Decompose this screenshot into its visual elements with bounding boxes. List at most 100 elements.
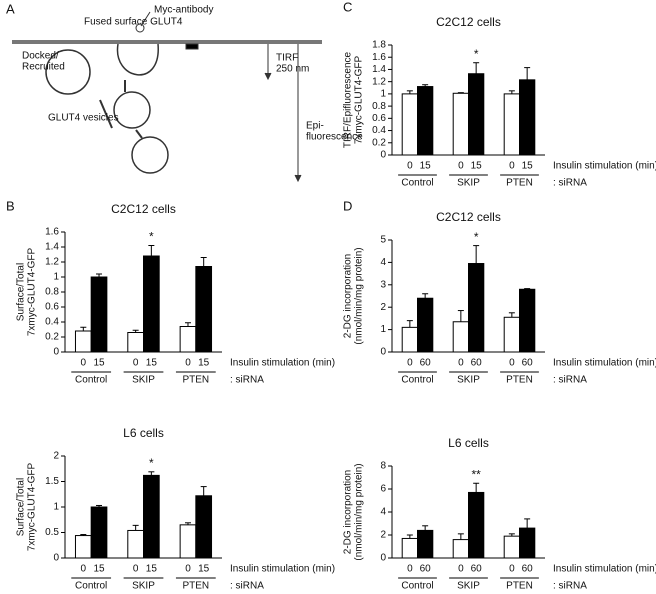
bar <box>74 535 92 559</box>
arrow <box>99 99 113 129</box>
panel-letter: C <box>343 0 352 14</box>
x-tick-label: 0 <box>509 161 515 172</box>
vesicle <box>131 136 169 174</box>
label: 250 nm <box>276 64 309 75</box>
y-tick-label: 4 <box>380 257 386 268</box>
x-axis-label: Insulin stimulation (min) <box>230 358 335 369</box>
y-tick-label: 0.8 <box>372 101 386 112</box>
bar <box>195 266 213 353</box>
x-tick-label: 0 <box>133 564 139 575</box>
bar <box>468 73 485 156</box>
group-label: SKIP <box>132 375 155 386</box>
x-tick-label: 15 <box>93 564 105 575</box>
group-label: Control <box>75 375 107 386</box>
y-tick-label: 0.4 <box>45 317 59 328</box>
y-tick-label: 1.4 <box>45 242 59 253</box>
label: TIRF <box>276 53 298 64</box>
bar <box>90 506 108 559</box>
x-tick-label: 0 <box>407 161 413 172</box>
x-tick-label: 60 <box>522 358 534 369</box>
label: Fused surface GLUT4 <box>84 17 183 28</box>
chart-title: C2C12 cells <box>436 210 501 224</box>
y-tick-label: 0.2 <box>372 137 386 148</box>
y-tick-label: 2 <box>380 302 386 313</box>
chart-title: C2C12 cells <box>111 202 176 216</box>
y-tick-label: 0 <box>53 347 59 358</box>
y-axis-label: 2-DG incorporation <box>343 470 354 554</box>
bar <box>468 263 485 353</box>
x-tick-label: 15 <box>146 564 158 575</box>
y-tick-label: 4 <box>380 507 386 518</box>
group-axis-label: : siRNA <box>553 581 587 589</box>
y-tick-label: 2 <box>53 451 59 462</box>
gfp <box>185 43 199 50</box>
x-tick-label: 0 <box>458 564 464 575</box>
x-tick-label: 0 <box>407 564 413 575</box>
group-label: Control <box>75 581 107 589</box>
docked-vesicle <box>45 49 91 95</box>
bar <box>503 316 521 353</box>
bar <box>452 539 470 559</box>
x-tick-label: 0 <box>185 564 191 575</box>
group-label: SKIP <box>457 178 480 189</box>
group-axis-label: : siRNA <box>553 178 587 189</box>
bar <box>519 79 536 156</box>
x-tick-label: 15 <box>420 161 432 172</box>
y-tick-label: 0 <box>53 553 59 564</box>
x-tick-label: 0 <box>458 161 464 172</box>
y-axis-label: (nmol/min/mg protein) <box>354 463 365 560</box>
fused-vesicle <box>116 43 159 76</box>
x-tick-label: 0 <box>509 358 515 369</box>
label: Epi- <box>306 121 324 132</box>
chart-title: C2C12 cells <box>436 15 501 29</box>
x-tick-label: 15 <box>93 358 105 369</box>
x-tick-label: 0 <box>509 564 515 575</box>
y-tick-label: 1.2 <box>45 257 59 268</box>
y-axis-label: Surface/Total <box>16 478 27 536</box>
y-tick-label: 0.5 <box>45 527 59 538</box>
significance: * <box>474 230 479 244</box>
x-tick-label: 0 <box>185 358 191 369</box>
group-label: PTEN <box>506 178 533 189</box>
bar <box>179 524 197 559</box>
bar <box>417 529 434 559</box>
x-tick-label: 60 <box>420 564 432 575</box>
x-axis-label: Insulin stimulation (min) <box>553 358 656 369</box>
x-axis-label: Insulin stimulation (min) <box>553 161 656 172</box>
x-tick-label: 60 <box>420 358 432 369</box>
x-tick-label: 15 <box>146 358 158 369</box>
x-tick-label: 0 <box>458 358 464 369</box>
group-label: Control <box>401 178 433 189</box>
bar <box>143 255 160 353</box>
group-label: PTEN <box>182 581 209 589</box>
y-axis-label: 7xmyc-GLUT4-GFP <box>354 56 365 145</box>
bar <box>401 537 419 559</box>
x-tick-label: 60 <box>471 564 483 575</box>
x-tick-label: 0 <box>81 358 87 369</box>
x-tick-label: 60 <box>522 564 534 575</box>
x-tick-label: 60 <box>471 358 483 369</box>
group-label: Control <box>401 375 433 386</box>
y-tick-label: 2 <box>380 530 386 541</box>
y-tick-label: 1.6 <box>372 52 386 63</box>
y-tick-label: 1.8 <box>372 40 386 51</box>
y-axis-label: TIRF/Epifluorescence <box>343 51 354 148</box>
bar <box>90 276 108 353</box>
significance: * <box>149 230 154 244</box>
y-tick-label: 1 <box>380 89 386 100</box>
bar <box>401 326 419 353</box>
y-tick-label: 8 <box>380 461 386 472</box>
y-axis-label: 7xmyc-GLUT4-GFP <box>27 248 38 337</box>
y-axis-label: Surface/Total <box>16 263 27 321</box>
y-tick-label: 0 <box>380 347 386 358</box>
y-tick-label: 0.6 <box>372 113 386 124</box>
bar <box>127 332 145 353</box>
bar <box>503 535 521 559</box>
group-label: SKIP <box>457 581 480 589</box>
y-tick-label: 1 <box>53 502 59 513</box>
bar <box>179 326 197 353</box>
bar <box>127 529 145 559</box>
label: Docked/ <box>22 51 59 62</box>
x-axis-label: Insulin stimulation (min) <box>553 564 656 575</box>
bar <box>74 330 92 353</box>
